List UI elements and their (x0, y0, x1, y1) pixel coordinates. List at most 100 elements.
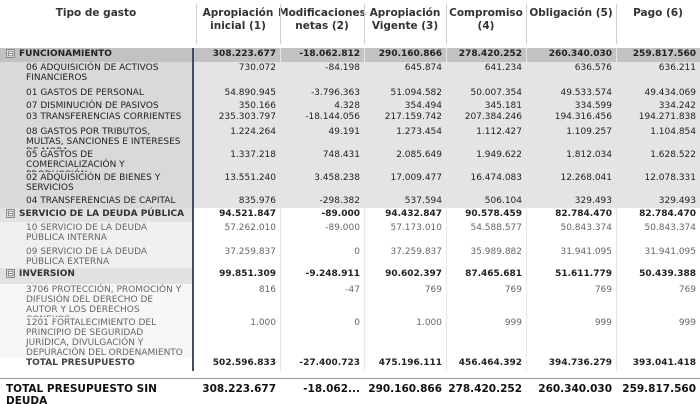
total-sin-deuda-apropiacion-inicial: 308.223.677 (202, 383, 276, 395)
cell-compromiso: 769 (504, 285, 522, 295)
table-row[interactable]: 09 SERVICIO DE LA DEUDA PÚBLICA EXTERNA 3… (0, 246, 700, 268)
row-label-text: 10 SERVICIO DE LA DEUDA PÚBLICA INTERNA (26, 223, 148, 243)
cell-obligacion: 12.268.041 (560, 173, 612, 183)
row-label-text: 02 ADQUISICIÓN DE BIENES Y SERVICIOS (26, 173, 161, 193)
cell-apropiacion-vigente: 645.874 (404, 63, 442, 73)
cell-apropiacion-inicial: 235.303.797 (218, 112, 276, 122)
cell-obligacion: 49.533.574 (560, 88, 612, 98)
row-label: ⊟ SERVICIO DE LA DEUDA PÚBLICA (0, 208, 192, 222)
header-modificaciones-netas[interactable]: Modificaciones netas (2) (278, 7, 366, 32)
total-presupuesto-row[interactable]: TOTAL PRESUPUESTO 502.596.833 -27.400.723 4… (0, 357, 700, 371)
cell-modificaciones-netas: -18.144.056 (305, 112, 360, 122)
collapse-toggle-icon[interactable]: ⊟ (6, 209, 15, 218)
cell-modificaciones-netas: 0 (354, 318, 360, 328)
cell-pago: 1.628.522 (650, 150, 696, 160)
row-label: 06 ADQUISICIÓN DE ACTIVOS FINANCIEROS (0, 62, 192, 87)
cell-obligacion: 50.843.374 (560, 223, 612, 233)
cell-apropiacion-vigente: 57.173.010 (390, 223, 442, 233)
cell-apropiacion-inicial: 57.262.010 (224, 223, 276, 233)
cell-compromiso: 90.578.459 (465, 209, 522, 219)
cell-pago: 194.271.838 (638, 112, 696, 122)
cell-pago: 259.817.560 (632, 49, 696, 59)
cell-compromiso: 35.989.882 (470, 247, 522, 257)
table-row[interactable]: 3706 PROTECCIÓN, PROMOCIÓN Y DIFUSIÓN DE… (0, 284, 700, 325)
cell-obligacion: 636.576 (574, 63, 612, 73)
cell-modificaciones-netas: -298.382 (319, 196, 360, 206)
row-label: 07 DISMINUCIÓN DE PASIVOS (0, 100, 192, 111)
cell-apropiacion-vigente: 94.432.847 (385, 209, 442, 219)
row-label-text: 04 TRANSFERENCIAS DE CAPITAL (26, 196, 176, 206)
table-row[interactable]: 03 TRANSFERENCIAS CORRIENTES 235.303.797 -… (0, 111, 700, 126)
table-row[interactable]: 10 SERVICIO DE LA DEUDA PÚBLICA INTERNA 5… (0, 222, 700, 246)
header-divider (616, 4, 617, 44)
table-row[interactable]: 04 TRANSFERENCIAS DE CAPITAL 835.976 -298.… (0, 195, 700, 208)
cell-apropiacion-inicial: 99.851.309 (219, 269, 276, 279)
cell-obligacion: 769 (594, 285, 612, 295)
cell-modificaciones-netas: 748.431 (322, 150, 360, 160)
cell-apropiacion-inicial: 1.337.218 (230, 150, 276, 160)
total-sin-deuda-pago: 259.817.560 (622, 383, 696, 395)
cell-pago: 12.078.331 (644, 173, 696, 183)
header-apropiacion-inicial[interactable]: Apropiación inicial (1) (202, 7, 274, 32)
header-obligacion[interactable]: Obligación (5) (529, 7, 613, 19)
cell-pago: 329.493 (658, 196, 696, 206)
cell-modificaciones-netas: 49.191 (328, 127, 361, 137)
row-label: 3706 PROTECCIÓN, PROMOCIÓN Y DIFUSIÓN DE… (0, 284, 192, 325)
cell-obligacion: 394.736.279 (548, 358, 612, 368)
row-label: 10 SERVICIO DE LA DEUDA PÚBLICA INTERNA (0, 222, 192, 246)
row-label: 01 GASTOS DE PERSONAL (0, 87, 192, 100)
cell-modificaciones-netas: 3.458.238 (314, 173, 360, 183)
cell-pago: 769 (678, 285, 696, 295)
cell-modificaciones-netas: -89.000 (321, 209, 360, 219)
table-row[interactable]: 01 GASTOS DE PERSONAL 54.890.945 -3.796.36… (0, 87, 700, 100)
table-row[interactable]: 02 ADQUISICIÓN DE BIENES Y SERVICIOS 13.5… (0, 172, 700, 195)
cell-compromiso: 54.588.577 (470, 223, 522, 233)
cell-modificaciones-netas: -9.248.911 (305, 269, 360, 279)
column-divider (364, 48, 365, 371)
row-label-text: TOTAL PRESUPUESTO (26, 358, 135, 368)
cell-modificaciones-netas: -84.198 (325, 63, 360, 73)
cell-apropiacion-vigente: 51.094.582 (390, 88, 442, 98)
cell-apropiacion-vigente: 537.594 (404, 196, 442, 206)
header-divider (280, 4, 281, 44)
cell-modificaciones-netas: -3.796.363 (310, 88, 360, 98)
cell-apropiacion-vigente: 2.085.649 (396, 150, 442, 160)
row-label: 09 SERVICIO DE LA DEUDA PÚBLICA EXTERNA (0, 246, 192, 268)
table-row[interactable]: 1201 FORTALECIMIENTO DEL PRINCIPIO DE SE… (0, 317, 700, 368)
cell-compromiso: 207.384.246 (464, 112, 522, 122)
column-divider (446, 48, 447, 371)
header-pago[interactable]: Pago (6) (633, 7, 683, 19)
table-row[interactable]: 05 GASTOS DE COMERCIALIZACIÓN Y PRODUCCI… (0, 149, 700, 180)
header-compromiso[interactable]: Compromiso (4) (449, 7, 523, 32)
table-row[interactable]: 08 GASTOS POR TRIBUTOS, MULTAS, SANCIONE… (0, 126, 700, 157)
cell-pago: 393.041.418 (632, 358, 696, 368)
cell-compromiso: 506.104 (484, 196, 522, 206)
group-row[interactable]: ⊟ FUNCIONAMIENTO 308.223.677 -18.062.812 290… (0, 48, 700, 62)
row-label-text: FUNCIONAMIENTO (19, 49, 112, 59)
header-apropiacion-vigente[interactable]: Apropiación Vigente (3) (369, 7, 441, 32)
row-label-text: 01 GASTOS DE PERSONAL (26, 88, 144, 98)
cell-compromiso: 16.474.083 (470, 173, 522, 183)
cell-apropiacion-vigente: 37.259.837 (390, 247, 442, 257)
cell-obligacion: 31.941.095 (560, 247, 612, 257)
cell-apropiacion-vigente: 769 (424, 285, 442, 295)
cell-obligacion: 82.784.470 (555, 209, 612, 219)
cell-pago: 636.211 (658, 63, 696, 73)
cell-modificaciones-netas: -18.062.812 (299, 49, 360, 59)
table-row[interactable]: 06 ADQUISICIÓN DE ACTIVOS FINANCIEROS 730… (0, 62, 700, 87)
header-divider (446, 4, 447, 44)
cell-apropiacion-vigente: 1.273.454 (396, 127, 442, 137)
group-row[interactable]: ⊟ INVERSION 99.851.309 -9.248.911 90.602.397… (0, 268, 700, 284)
cell-compromiso: 456.464.392 (458, 358, 522, 368)
cell-compromiso: 87.465.681 (465, 269, 522, 279)
collapse-toggle-icon[interactable]: ⊟ (6, 269, 15, 278)
header-tipo-gasto[interactable]: Tipo de gasto (55, 7, 137, 19)
cell-pago: 50.439.388 (639, 269, 696, 279)
cell-compromiso: 1.112.427 (476, 127, 522, 137)
group-row[interactable]: ⊟ SERVICIO DE LA DEUDA PÚBLICA 94.521.847 -… (0, 208, 700, 222)
cell-compromiso: 278.420.252 (458, 49, 522, 59)
cell-apropiacion-inicial: 13.551.240 (224, 173, 276, 183)
cell-compromiso: 999 (504, 318, 522, 328)
collapse-toggle-icon[interactable]: ⊟ (6, 49, 15, 58)
table-row[interactable]: 07 DISMINUCIÓN DE PASIVOS 350.166 4.328 354… (0, 100, 700, 111)
